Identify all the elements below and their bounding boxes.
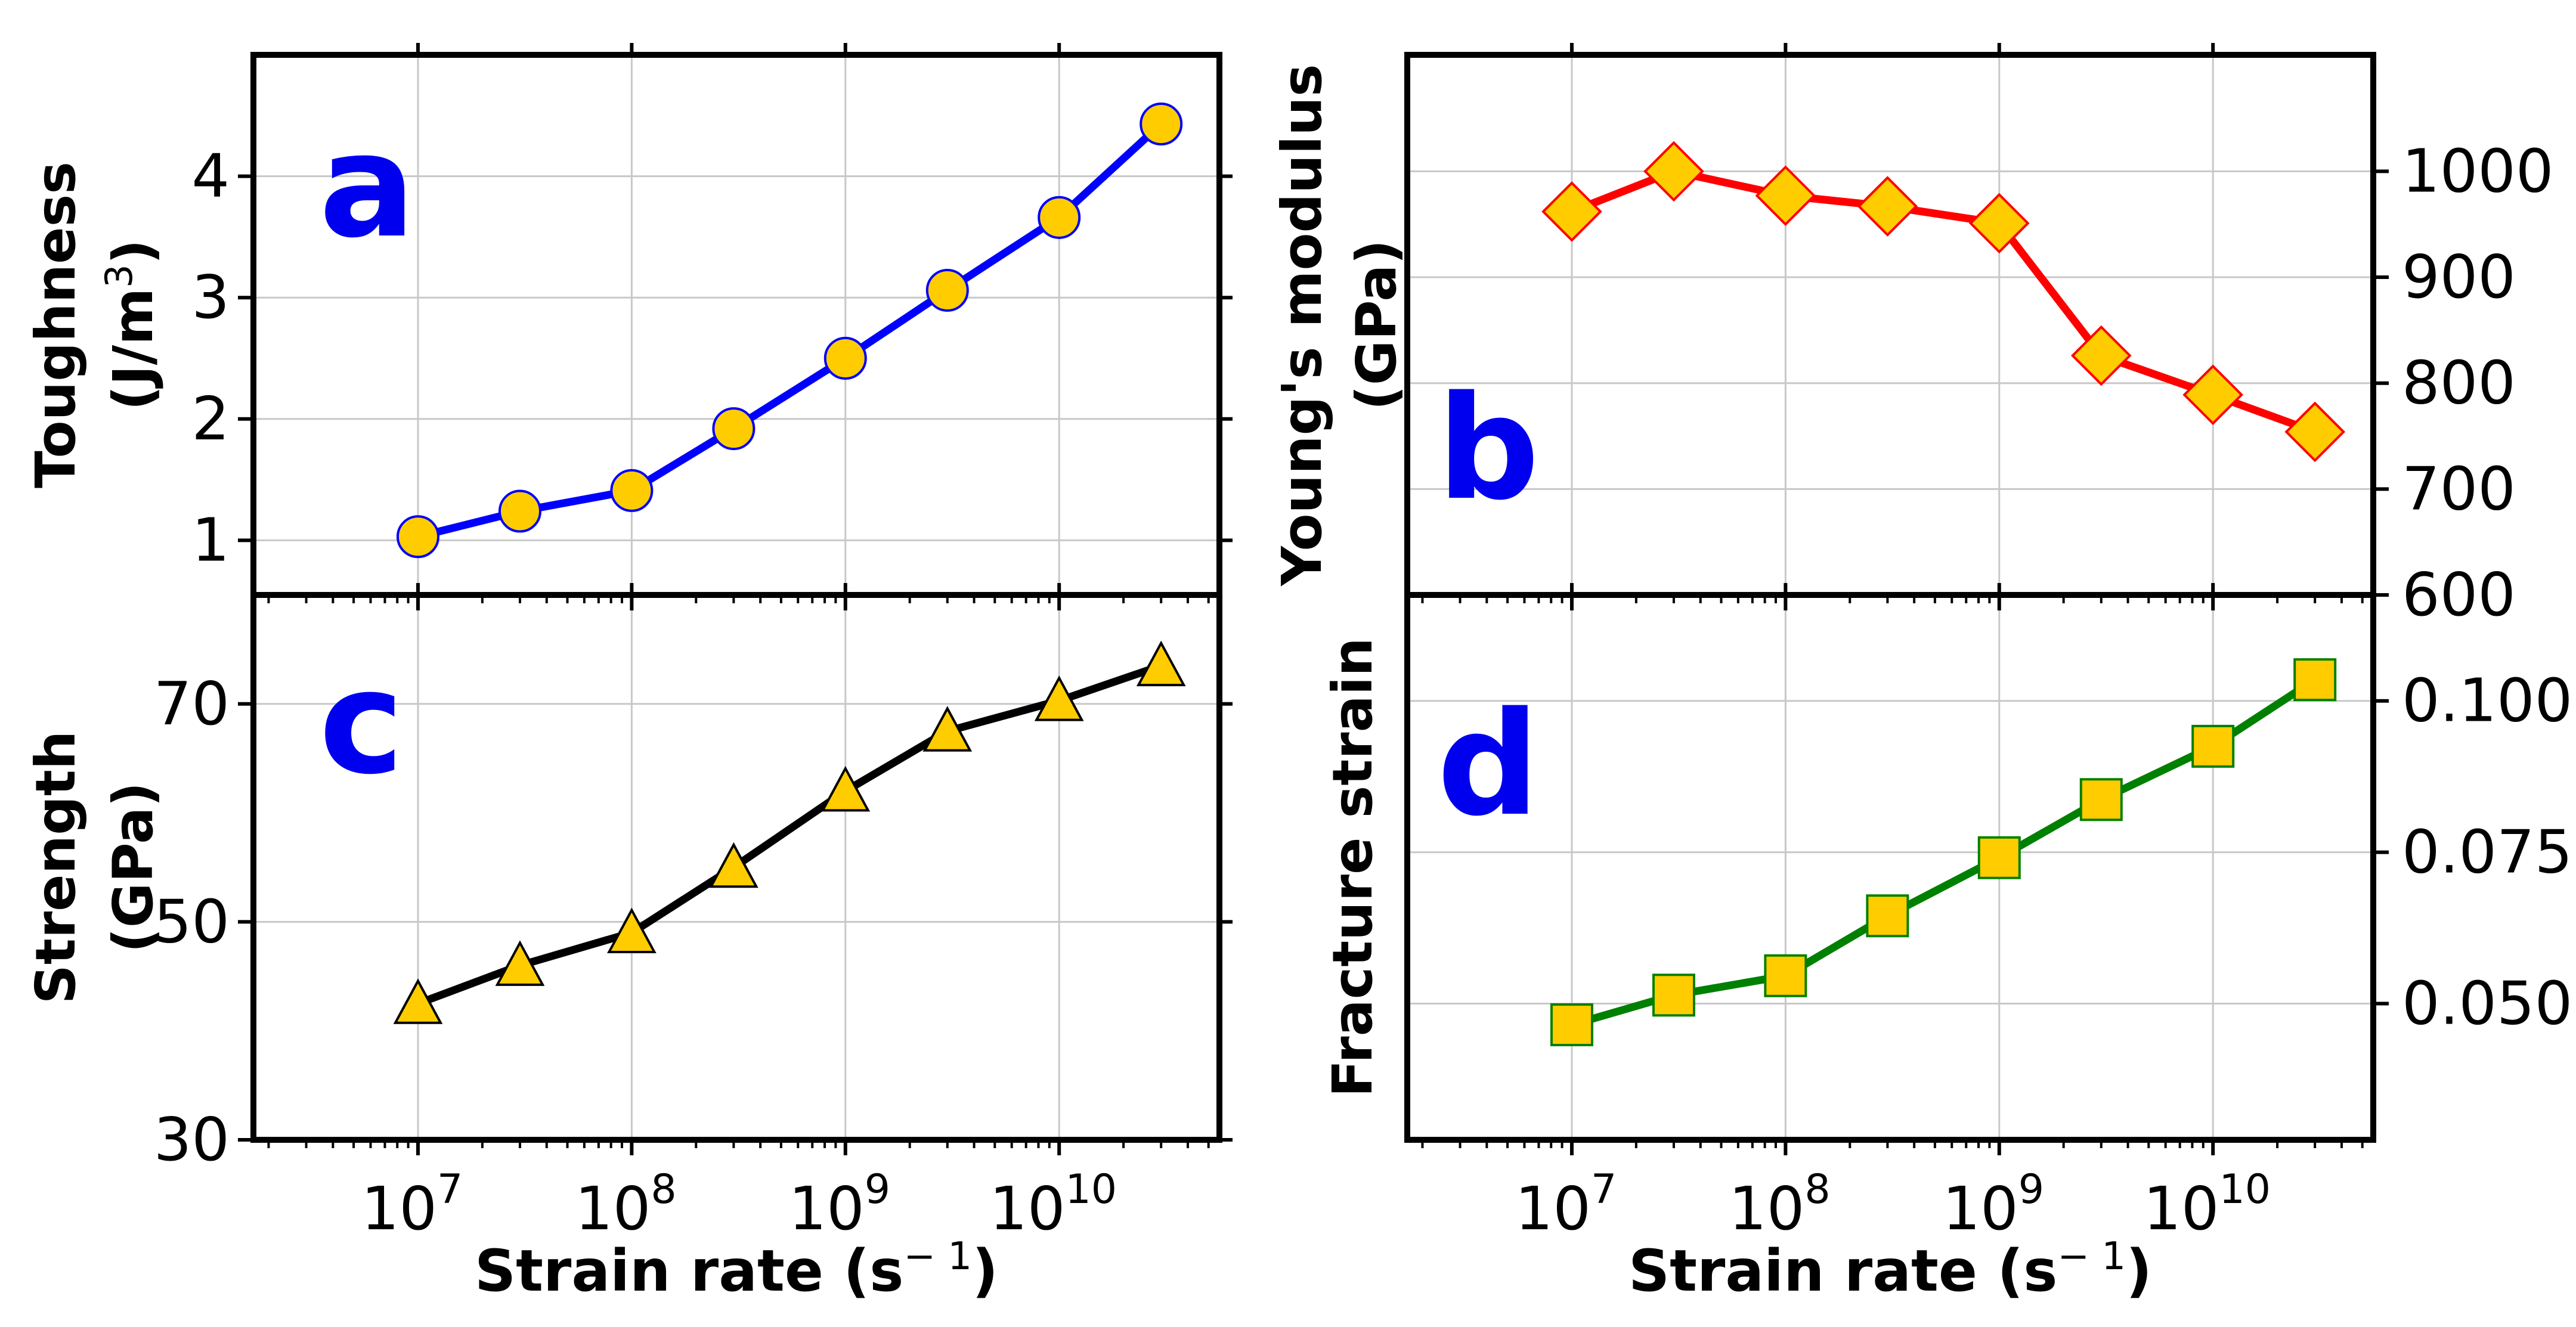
data-point-a bbox=[610, 469, 654, 512]
x-tick-base: 10 bbox=[1729, 1174, 1804, 1244]
x-tick-exp: 10 bbox=[2219, 1166, 2271, 1213]
y-tick-label: 800 bbox=[2402, 348, 2516, 418]
panel-c-ylabel-line1: Strength bbox=[24, 731, 88, 1004]
y-tick-label: 0.050 bbox=[2402, 969, 2572, 1038]
data-point-a bbox=[1038, 196, 1081, 239]
y-tick-label: 1000 bbox=[2402, 136, 2554, 206]
panel-a-ylabel-unit: (J/m bbox=[101, 288, 165, 411]
panel-b-ylabel-line2: (GPa) bbox=[1345, 240, 1408, 411]
data-point-c bbox=[1136, 640, 1186, 687]
y-tick-label: 1 bbox=[191, 505, 230, 575]
y-tick-label: 30 bbox=[154, 1105, 230, 1174]
panel-a-ylabel-close: ) bbox=[101, 239, 165, 264]
panel-a-ylabel-sup: 3 bbox=[97, 264, 141, 287]
panel-b-ylabel-line1: Young's modulus bbox=[1270, 64, 1334, 586]
data-point-d bbox=[1866, 894, 1909, 938]
x-tick-base: 10 bbox=[2143, 1174, 2219, 1244]
panel-a-letter: a bbox=[319, 103, 416, 269]
panel-c-ylabel-line2: (GPa) bbox=[101, 782, 165, 953]
data-point-a bbox=[396, 515, 439, 559]
x-tick-label: 1010 bbox=[2143, 1166, 2271, 1244]
y-tick-label: 4 bbox=[191, 141, 230, 211]
x-tick-label: 1010 bbox=[989, 1166, 1117, 1244]
panel-d-letter: d bbox=[1437, 681, 1540, 848]
data-point-b bbox=[1857, 176, 1918, 237]
x-tick-exp: 8 bbox=[651, 1166, 676, 1213]
data-point-c bbox=[1034, 675, 1084, 721]
x-tick-exp: 7 bbox=[1591, 1166, 1617, 1213]
panel-d-frame bbox=[1404, 592, 2376, 1143]
data-point-d bbox=[1764, 954, 1807, 997]
y-tick-label: 50 bbox=[154, 886, 230, 956]
y-tick-label: 900 bbox=[2402, 242, 2516, 312]
data-point-b bbox=[2182, 364, 2244, 426]
panel-a-ylabel-line2: (J/m3) bbox=[97, 239, 165, 410]
y-tick-label: 0.075 bbox=[2402, 817, 2572, 887]
panel-b-letter: b bbox=[1437, 365, 1540, 532]
data-point-c bbox=[821, 765, 871, 812]
left-xlabel: Strain rate (s− 1) bbox=[475, 1235, 998, 1304]
data-point-b bbox=[1643, 141, 1704, 202]
x-tick-label: 107 bbox=[1515, 1166, 1617, 1244]
data-point-b bbox=[1541, 181, 1602, 242]
data-point-d bbox=[1652, 973, 1695, 1017]
data-point-d bbox=[1977, 836, 2021, 879]
x-tick-exp: 9 bbox=[865, 1166, 890, 1213]
x-tick-base: 10 bbox=[989, 1174, 1065, 1244]
x-tick-base: 10 bbox=[1943, 1174, 2018, 1244]
panel-c-letter: c bbox=[319, 639, 404, 806]
x-tick-label: 109 bbox=[789, 1166, 891, 1244]
x-tick-exp: 7 bbox=[437, 1166, 463, 1213]
left-xlabel-main: Strain rate (s bbox=[475, 1238, 903, 1304]
data-point-a bbox=[712, 407, 756, 451]
data-point-b bbox=[1968, 193, 2030, 254]
data-point-d bbox=[2293, 658, 2337, 702]
right-xlabel-close: ) bbox=[2126, 1238, 2152, 1304]
y-tick-label: 600 bbox=[2402, 560, 2516, 630]
x-tick-label: 108 bbox=[575, 1166, 677, 1244]
series-line-c bbox=[416, 662, 1163, 1007]
x-tick-exp: 8 bbox=[1804, 1166, 1830, 1213]
data-point-a bbox=[498, 489, 541, 533]
x-tick-exp: 9 bbox=[2018, 1166, 2044, 1213]
data-point-b bbox=[2284, 401, 2346, 463]
x-tick-label: 107 bbox=[361, 1166, 463, 1244]
data-point-b bbox=[2070, 325, 2132, 386]
left-xlabel-sup: − 1 bbox=[903, 1235, 972, 1279]
data-point-c bbox=[607, 907, 657, 953]
y-tick-label: 70 bbox=[154, 669, 230, 739]
data-point-d bbox=[2079, 778, 2123, 821]
data-point-c bbox=[393, 978, 443, 1024]
x-tick-base: 10 bbox=[1515, 1174, 1591, 1244]
left-xlabel-close: ) bbox=[972, 1238, 998, 1304]
data-point-c bbox=[922, 706, 973, 752]
x-tick-base: 10 bbox=[789, 1174, 865, 1244]
panel-d-ylabel-line1: Fracture strain bbox=[1321, 637, 1385, 1097]
data-point-a bbox=[823, 336, 867, 380]
x-tick-label: 108 bbox=[1729, 1166, 1831, 1244]
x-tick-base: 10 bbox=[361, 1174, 437, 1244]
right-xlabel: Strain rate (s− 1) bbox=[1628, 1235, 2152, 1304]
data-point-d bbox=[1550, 1003, 1593, 1047]
data-point-a bbox=[925, 268, 969, 312]
right-xlabel-sup: − 1 bbox=[2057, 1235, 2126, 1279]
panel-a-ylabel-line1: Toughness bbox=[24, 162, 88, 488]
panel-c-frame bbox=[250, 592, 1222, 1143]
y-tick-label: 700 bbox=[2402, 454, 2516, 523]
y-tick-label: 0.100 bbox=[2402, 666, 2572, 736]
data-point-b bbox=[1755, 165, 1816, 227]
y-tick-label: 2 bbox=[191, 384, 230, 454]
data-point-c bbox=[709, 842, 758, 888]
x-tick-exp: 10 bbox=[1066, 1166, 1117, 1213]
data-point-d bbox=[2191, 724, 2235, 768]
x-tick-label: 109 bbox=[1943, 1166, 2045, 1244]
right-xlabel-main: Strain rate (s bbox=[1628, 1238, 2057, 1304]
data-point-a bbox=[1140, 103, 1183, 146]
y-tick-label: 3 bbox=[191, 262, 230, 332]
x-tick-base: 10 bbox=[575, 1174, 651, 1244]
data-point-c bbox=[495, 940, 545, 986]
